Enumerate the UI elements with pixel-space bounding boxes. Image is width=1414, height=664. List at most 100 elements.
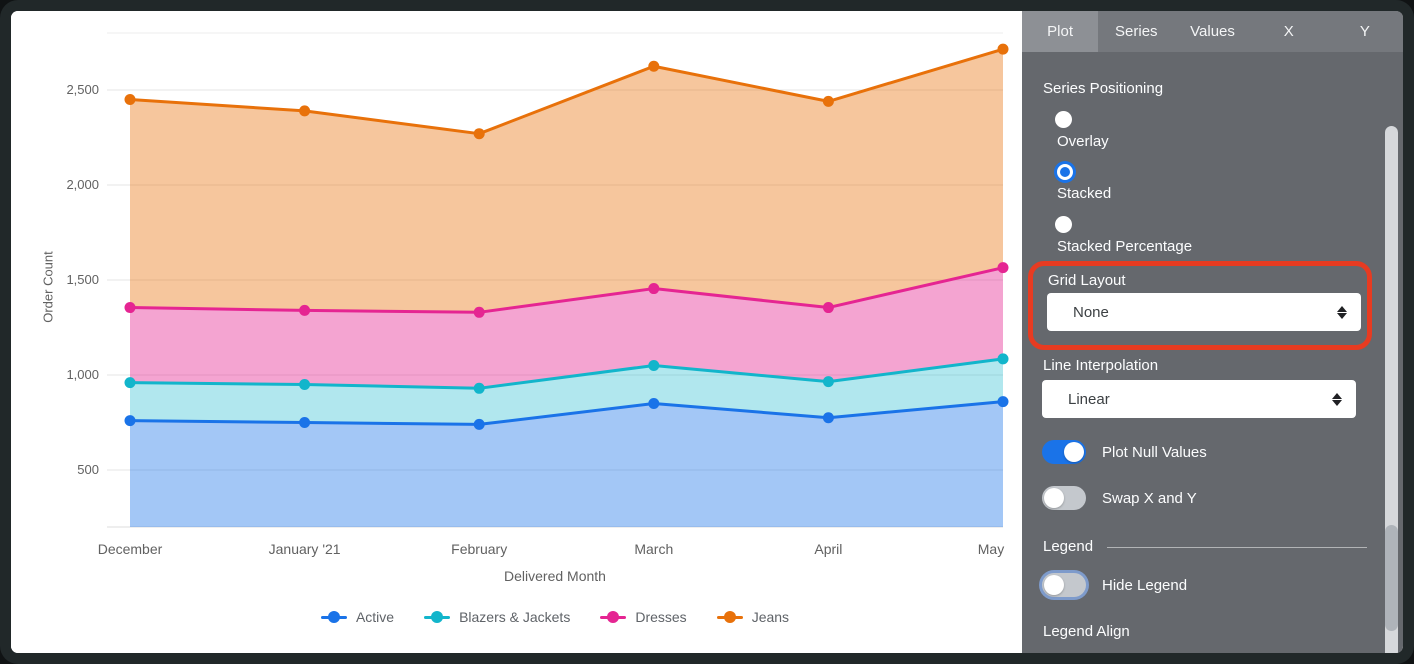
area-band-Active xyxy=(130,401,1003,527)
tab-y[interactable]: Y xyxy=(1359,23,1370,40)
legend-marker-icon xyxy=(320,611,347,623)
data-point[interactable] xyxy=(299,417,311,428)
panel-scrollbar[interactable] xyxy=(1385,126,1398,653)
legend-label: Dresses xyxy=(635,609,687,625)
legend-item-active[interactable]: Active xyxy=(320,609,395,625)
swap-x-y-label: Swap X and Y xyxy=(1102,489,1197,507)
x-tick-label: February xyxy=(451,541,508,557)
area-band-Dresses xyxy=(130,267,1003,389)
radio-option-overlay[interactable]: Overlay xyxy=(1055,111,1403,151)
legend-label: Active xyxy=(355,609,395,625)
series-line-Jeans xyxy=(129,47,1004,136)
swap-x-y-toggle[interactable] xyxy=(1042,486,1086,510)
data-point[interactable] xyxy=(648,60,660,72)
data-point[interactable] xyxy=(997,353,1009,365)
series-line-Dresses xyxy=(129,266,1004,314)
data-point[interactable] xyxy=(997,43,1009,55)
x-tick-label: January '21 xyxy=(268,541,341,557)
legend-section-header: Legend xyxy=(1043,538,1367,556)
y-axis-title: Order Count xyxy=(40,251,56,323)
legend-align-label: Legend Align xyxy=(1043,623,1130,640)
legend-label: Blazers & Jackets xyxy=(459,609,571,625)
chart-region: 500 1,000 1,500 2,000 2,500 December January … xyxy=(11,11,1022,653)
tab-x[interactable]: X xyxy=(1283,23,1294,40)
series-line-Blazers & Jackets xyxy=(129,357,1004,390)
data-point[interactable] xyxy=(124,94,136,105)
scrollbar-thumb[interactable] xyxy=(1385,525,1398,631)
hide-legend-label: Hide Legend xyxy=(1102,576,1188,594)
data-point[interactable] xyxy=(997,262,1009,274)
hide-legend-row: Hide Legend xyxy=(1042,573,1403,597)
data-point[interactable] xyxy=(124,377,136,389)
legend-item-dresses[interactable]: Dresses xyxy=(600,609,687,625)
settings-panel: Plot Series Values X Y Series Positionin… xyxy=(1022,11,1403,653)
y-tick-label: 2,000 xyxy=(66,177,99,192)
tab-plot[interactable]: Plot xyxy=(1022,11,1099,52)
data-point[interactable] xyxy=(299,379,311,390)
data-point[interactable] xyxy=(822,302,834,314)
legend-marker-icon xyxy=(600,611,627,623)
data-point[interactable] xyxy=(124,302,136,314)
panel-body: Series Positioning Overlay Stacked Stack… xyxy=(1022,80,1403,653)
toggle-knob xyxy=(1044,488,1064,508)
data-point[interactable] xyxy=(299,304,311,316)
radio-stacked-label: Stacked xyxy=(1057,185,1112,202)
series-line-Active xyxy=(129,400,1004,426)
data-point[interactable] xyxy=(822,95,834,107)
x-tick-label: May xyxy=(977,541,1005,557)
data-point[interactable] xyxy=(648,283,660,295)
tab-series[interactable]: Series xyxy=(1115,23,1158,40)
radio-overlay[interactable] xyxy=(1055,111,1072,128)
legend-item-blazers-jackets[interactable]: Blazers & Jackets xyxy=(424,609,570,625)
radio-option-stacked-percentage[interactable]: Stacked Percentage xyxy=(1055,216,1403,256)
legend-marker-icon xyxy=(424,611,451,623)
radio-stacked-percentage[interactable] xyxy=(1055,216,1072,233)
data-point[interactable] xyxy=(822,412,834,424)
radio-stacked-percentage-label: Stacked Percentage xyxy=(1057,238,1193,255)
plot-null-values-toggle[interactable] xyxy=(1042,440,1086,464)
data-point[interactable] xyxy=(473,418,485,430)
select-updown-icon xyxy=(1337,305,1347,319)
toggle-knob xyxy=(1064,442,1084,462)
tab-values[interactable]: Values xyxy=(1190,23,1235,40)
hide-legend-toggle[interactable] xyxy=(1042,573,1086,597)
radio-option-stacked[interactable]: Stacked xyxy=(1055,164,1403,203)
series-positioning-title: Series Positioning xyxy=(1043,80,1164,97)
legend-item-jeans[interactable]: Jeans xyxy=(716,609,790,625)
grid-layout-label: Grid Layout xyxy=(1048,272,1126,289)
data-point[interactable] xyxy=(299,105,311,117)
x-tick-label: April xyxy=(814,541,843,557)
grid-layout-select[interactable]: None xyxy=(1047,293,1361,331)
data-point[interactable] xyxy=(473,128,485,140)
legend-label: Jeans xyxy=(751,609,790,625)
x-tick-label: March xyxy=(634,541,674,557)
y-tick-label: 2,500 xyxy=(66,82,99,97)
swap-x-y-row: Swap X and Y xyxy=(1042,486,1403,510)
app-window: 500 1,000 1,500 2,000 2,500 December January … xyxy=(11,11,1403,653)
data-point[interactable] xyxy=(648,360,660,371)
y-tick-label: 1,500 xyxy=(66,272,99,287)
data-point[interactable] xyxy=(997,396,1009,408)
stacked-area-chart xyxy=(107,32,1009,528)
x-tick-label: December xyxy=(97,541,163,557)
data-point[interactable] xyxy=(473,382,485,394)
legend-marker-icon xyxy=(716,611,743,623)
red-annotation-highlight: Grid Layout None xyxy=(1028,261,1372,350)
line-interpolation-selected-value: Linear xyxy=(1068,390,1110,408)
plot-null-values-row: Plot Null Values xyxy=(1042,440,1403,464)
data-point[interactable] xyxy=(648,398,660,409)
plot-null-values-label: Plot Null Values xyxy=(1102,443,1207,461)
line-interpolation-label: Line Interpolation xyxy=(1043,357,1159,374)
panel-tab-bar: Plot Series Values X Y xyxy=(1022,11,1403,52)
data-point[interactable] xyxy=(473,306,485,318)
area-band-Jeans xyxy=(130,49,1003,313)
toggle-knob xyxy=(1044,575,1064,595)
section-divider xyxy=(1107,546,1367,548)
data-point[interactable] xyxy=(822,376,834,388)
radio-stacked[interactable] xyxy=(1057,164,1073,180)
radio-overlay-label: Overlay xyxy=(1057,133,1109,150)
grid-layout-selected-value: None xyxy=(1073,303,1109,321)
data-point[interactable] xyxy=(124,415,136,427)
line-interpolation-select[interactable]: Linear xyxy=(1042,380,1356,418)
